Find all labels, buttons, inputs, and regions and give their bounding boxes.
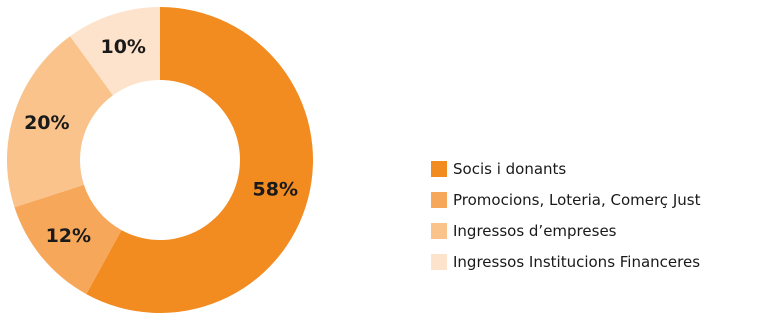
slice-1 [86, 7, 313, 313]
legend-item-2: Promocions, Loteria, Comerç Just [431, 190, 701, 209]
slice-labels: 58% 12% 20% 10% [24, 36, 298, 247]
legend-label-4: Ingressos Institucions Financeres [453, 252, 701, 271]
legend-swatch-4 [431, 253, 447, 270]
donut-slices [6, 6, 313, 313]
slice-2 [14, 184, 122, 295]
chart-legend: Socis i donants Promocions, Loteria, Come… [431, 160, 700, 284]
slice-label-2: 12% [46, 225, 91, 247]
legend-label-1: Socis i donants [453, 159, 567, 178]
legend-label-2: Promocions, Loteria, Comerç Just [453, 190, 701, 209]
legend-swatch-3 [431, 222, 447, 239]
legend-item-1: Socis i donants [431, 159, 700, 178]
slice-4 [70, 6, 160, 96]
legend-swatch-2 [431, 191, 447, 208]
legend-label-3: Ingressos d’empreses [453, 221, 617, 240]
slice-label-1: 58% [253, 179, 298, 201]
slice-3 [6, 36, 113, 208]
legend-swatch-1 [431, 160, 447, 177]
slice-label-4: 10% [100, 36, 145, 58]
slice-label-3: 20% [24, 112, 69, 134]
legend-item-4: Ingressos Institucions Financeres [431, 252, 701, 271]
legend-item-3: Ingressos d’empreses [431, 221, 700, 240]
